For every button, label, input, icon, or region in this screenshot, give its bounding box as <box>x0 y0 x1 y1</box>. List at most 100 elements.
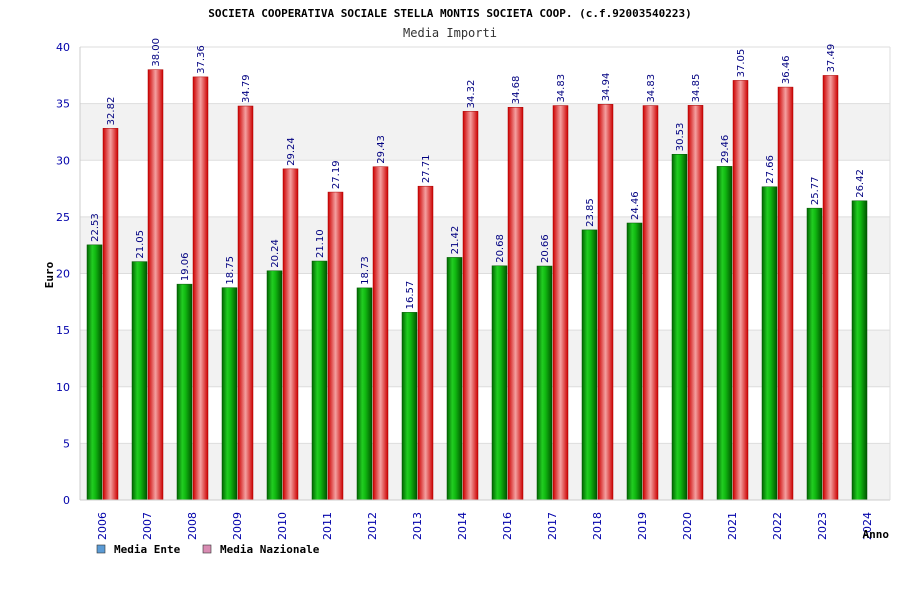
bar-media-ente <box>401 312 418 501</box>
x-tick-label: 2011 <box>321 512 334 540</box>
data-label: 18.73 <box>360 256 371 285</box>
data-label: 22.53 <box>90 213 101 242</box>
legend-swatch-media-nazionale <box>202 544 212 554</box>
x-tick-label: 2007 <box>141 512 154 540</box>
x-tick-label: 2014 <box>456 512 469 540</box>
data-label: 34.79 <box>241 74 252 103</box>
x-tick-label: 2018 <box>591 512 604 540</box>
legend-swatch-media-ente <box>96 544 106 554</box>
data-label: 29.46 <box>720 135 731 164</box>
bar-media-nazionale <box>462 111 479 501</box>
plot-band <box>80 47 890 104</box>
data-label: 29.24 <box>286 137 297 166</box>
bar-media-nazionale <box>552 105 569 501</box>
bar-media-nazionale <box>417 185 434 501</box>
x-tick-label: 2024 <box>861 512 874 540</box>
bar-media-ente <box>491 265 508 501</box>
bar-media-nazionale <box>597 104 614 501</box>
y-tick-label: 35 <box>56 98 70 111</box>
data-label: 34.85 <box>691 74 702 103</box>
x-tick-label: 2023 <box>816 512 829 540</box>
y-tick-label: 10 <box>56 381 70 394</box>
bar-media-nazionale <box>777 86 794 501</box>
legend: Media Ente Media Nazionale <box>96 543 320 556</box>
bar-media-nazionale <box>507 106 524 501</box>
x-tick-label: 2008 <box>186 512 199 540</box>
y-tick-label: 0 <box>63 494 70 507</box>
y-tick-labels: 0 5 10 15 20 25 30 35 40 <box>56 41 70 507</box>
data-label: 25.77 <box>810 177 821 206</box>
data-label: 37.05 <box>736 49 747 78</box>
bar-media-ente <box>86 244 103 501</box>
x-tick-label: 2013 <box>411 512 424 540</box>
bar-media-nazionale <box>372 166 389 501</box>
bar-media-nazionale <box>687 105 704 501</box>
data-label: 18.75 <box>225 256 236 285</box>
bar-media-ente <box>536 265 553 501</box>
y-tick-label: 40 <box>56 41 70 54</box>
data-label: 21.42 <box>450 226 461 255</box>
bar-media-ente <box>671 153 688 501</box>
x-tick-label: 2009 <box>231 512 244 540</box>
data-label: 21.10 <box>315 229 326 258</box>
bar-media-ente <box>806 207 823 501</box>
bar-media-ente <box>311 260 328 501</box>
data-label: 27.71 <box>421 155 432 184</box>
bar-media-ente <box>176 283 193 501</box>
bar-media-ente <box>446 257 463 501</box>
x-tick-labels: 2006 2007 2008 2009 2010 2011 2012 2013 2014 2016… <box>96 512 874 540</box>
data-label: 37.49 <box>826 44 837 73</box>
data-label: 21.05 <box>135 230 146 259</box>
x-tick-label: 2017 <box>546 512 559 540</box>
x-tick-label: 2022 <box>771 512 784 540</box>
x-axis-label: Anno <box>863 528 890 541</box>
data-label: 20.66 <box>540 234 551 263</box>
data-label: 30.53 <box>675 123 686 152</box>
data-label: 34.68 <box>511 76 522 105</box>
data-label: 29.43 <box>376 135 387 164</box>
bar-media-ente <box>626 222 643 501</box>
x-tick-label: 2016 <box>501 512 514 540</box>
data-label: 34.94 <box>601 73 612 102</box>
bar-media-ente <box>221 287 238 501</box>
bar-media-nazionale <box>192 76 209 501</box>
data-label: 20.24 <box>270 239 281 268</box>
data-label: 16.57 <box>405 281 416 310</box>
chart-title: SOCIETA COOPERATIVA SOCIALE STELLA MONTI… <box>208 7 691 20</box>
x-tick-label: 2006 <box>96 512 109 540</box>
data-label: 27.19 <box>331 160 342 189</box>
bar-media-ente <box>851 200 868 501</box>
bar-media-nazionale <box>147 69 164 501</box>
bar-media-ente <box>131 261 148 501</box>
data-label: 34.83 <box>556 74 567 103</box>
bar-media-ente <box>761 186 778 501</box>
bar-media-ente <box>266 270 283 501</box>
bar-media-nazionale <box>237 105 254 501</box>
x-tick-label: 2020 <box>681 512 694 540</box>
data-labels: 22.53 32.82 21.05 38.00 19.06 37.36 18.75 34.79… <box>90 38 866 309</box>
legend-label-media-ente: Media Ente <box>114 543 181 556</box>
bar-media-nazionale <box>642 105 659 501</box>
bar-media-ente <box>716 166 733 501</box>
data-label: 23.85 <box>585 198 596 227</box>
plot-band <box>80 330 890 387</box>
data-label: 19.06 <box>180 253 191 282</box>
plot-band <box>80 160 890 217</box>
x-tick-label: 2012 <box>366 512 379 540</box>
y-tick-label: 30 <box>56 154 70 167</box>
data-label: 24.46 <box>630 191 641 220</box>
plot-band <box>80 103 890 161</box>
x-tick-label: 2021 <box>726 512 739 540</box>
plot-band <box>80 386 890 444</box>
data-label: 36.46 <box>781 55 792 84</box>
data-label: 20.68 <box>495 234 506 263</box>
y-tick-label: 15 <box>56 324 70 337</box>
y-tick-label: 20 <box>56 268 70 281</box>
bar-media-ente <box>356 287 373 501</box>
x-tick-label: 2010 <box>276 512 289 540</box>
bar-media-nazionale <box>732 80 749 501</box>
bar-media-nazionale <box>327 191 344 501</box>
plot-band <box>80 443 890 500</box>
